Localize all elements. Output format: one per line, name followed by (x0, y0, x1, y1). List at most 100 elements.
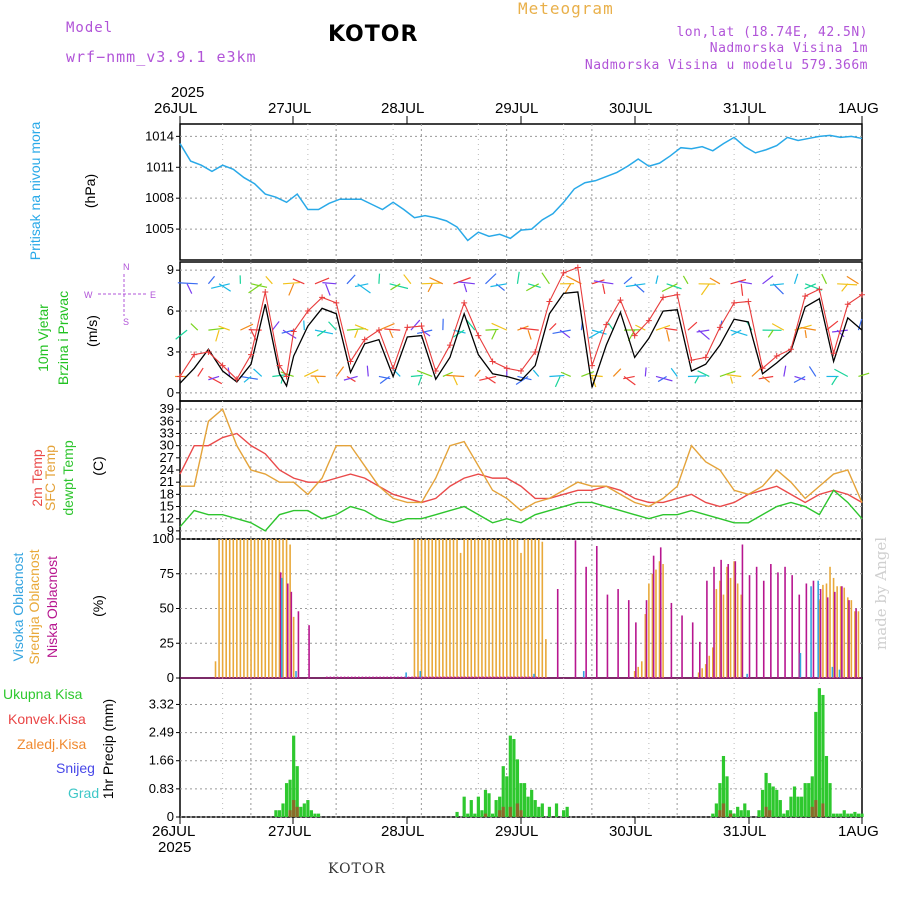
wind-gust-marker (446, 342, 453, 349)
wind-barb (282, 329, 297, 339)
precip-total-bar (746, 810, 750, 817)
wind-gust-marker (503, 365, 510, 372)
wind-barb (794, 375, 806, 381)
precip-total-bar (565, 806, 569, 817)
wind-barb (532, 369, 540, 377)
wind-gust-marker (674, 291, 681, 298)
wind-barb (366, 365, 369, 377)
wind-barb (687, 321, 698, 331)
compass-e: E (150, 290, 156, 300)
wind-barb (177, 282, 198, 285)
precip-total-bar (839, 813, 843, 817)
precip-total-bar (718, 783, 722, 817)
precip-total-bar (764, 772, 768, 817)
precip-total-bar (490, 813, 495, 817)
precip-convective-bar (764, 806, 768, 817)
top-date-label-2: 28JUL (381, 100, 425, 117)
wind-barb (390, 283, 401, 291)
wind-barb (655, 324, 671, 331)
wind-barb (772, 283, 784, 295)
model-label: Model (66, 20, 114, 36)
bottom-date-label-2: 28JUL (381, 823, 425, 840)
pressure-ytick-label: 1005 (145, 221, 174, 236)
wind-barb (190, 323, 199, 331)
wind-barb (491, 322, 508, 331)
wind-barb (354, 283, 369, 288)
top-date-label-5: 31JUL (723, 100, 767, 117)
wind-barb (442, 371, 453, 378)
wind-barb (354, 324, 369, 331)
wind-barb (410, 319, 421, 331)
wind-barb (858, 372, 870, 378)
precip-total-bar (476, 796, 480, 817)
precip-total-bar (466, 813, 470, 817)
precipitation-ytick-label: 2.49 (149, 725, 174, 740)
precip-total-bar (760, 789, 765, 817)
wind-barb (389, 283, 409, 290)
wind-gust-marker (688, 357, 695, 364)
wind-barb (697, 370, 710, 378)
wind-gust-marker (219, 362, 226, 369)
wind-barb (730, 329, 748, 337)
wind-barb (322, 282, 337, 285)
wind-barb (215, 329, 220, 342)
wind-barb (335, 366, 345, 377)
wind-barb (560, 371, 571, 378)
wind-barb (253, 368, 263, 377)
precip-total-bar (483, 789, 488, 817)
clouds-ytick-label: 25 (160, 635, 174, 650)
wind-barb (841, 283, 849, 292)
wind-speed-line (179, 291, 863, 388)
wind-gust-marker (660, 294, 667, 301)
wind-gust-marker (304, 308, 311, 315)
precip-total-bar (775, 789, 779, 817)
precip-total-bar (846, 813, 850, 817)
wind-barb (666, 330, 670, 342)
temp-dewpt-line (179, 489, 863, 532)
wind-barb (740, 283, 744, 296)
wind-gust-marker (518, 368, 524, 375)
wind-barb (463, 283, 468, 293)
wind-barb (730, 278, 747, 285)
precip-total-bar (547, 806, 552, 817)
precip-total-bar (494, 800, 498, 817)
wind-barb (452, 376, 458, 386)
precip-total-bar (512, 739, 516, 817)
wind-barb (384, 328, 401, 331)
wind-gust-marker (631, 332, 638, 339)
wind-barb (490, 283, 507, 288)
wind-barb (429, 276, 444, 285)
clouds-ytick-label: 100 (152, 531, 174, 546)
wind-barb (280, 376, 284, 384)
wind-barb (197, 367, 204, 377)
precip-total-bar (469, 800, 473, 817)
wind-barb (485, 375, 496, 384)
wind-barb (479, 375, 497, 381)
wind-gust-marker (475, 332, 482, 339)
precip-total-bar (835, 813, 839, 817)
wind-gust-marker (191, 351, 198, 358)
precip-total-bar (856, 813, 861, 817)
top-date-label-3: 29JUL (495, 100, 539, 117)
temperature-ytick-label: 30 (160, 438, 174, 453)
wind-barb (770, 283, 784, 286)
wind-barb (800, 326, 816, 331)
wind-barb (211, 283, 230, 289)
wind-barb (491, 329, 497, 340)
wind-barb (655, 375, 673, 382)
wind-barb (793, 375, 806, 384)
wind-barb (292, 278, 305, 285)
wind-barb (452, 329, 465, 338)
wind-barb (186, 283, 193, 294)
wind-ytick-label: 0 (167, 385, 174, 400)
precip-total-bar (814, 711, 818, 817)
clouds-ytick-label: 50 (160, 601, 174, 616)
wind-barb (846, 275, 859, 285)
precip-total-bar (817, 688, 821, 817)
wind-barb (453, 277, 471, 285)
bottom-year-label: 2025 (158, 839, 192, 856)
precip-total-bar (505, 776, 509, 817)
clouds-ytick-label: 75 (160, 566, 174, 581)
wind-ytick-label: 9 (167, 262, 174, 277)
wind-barb (175, 329, 188, 340)
